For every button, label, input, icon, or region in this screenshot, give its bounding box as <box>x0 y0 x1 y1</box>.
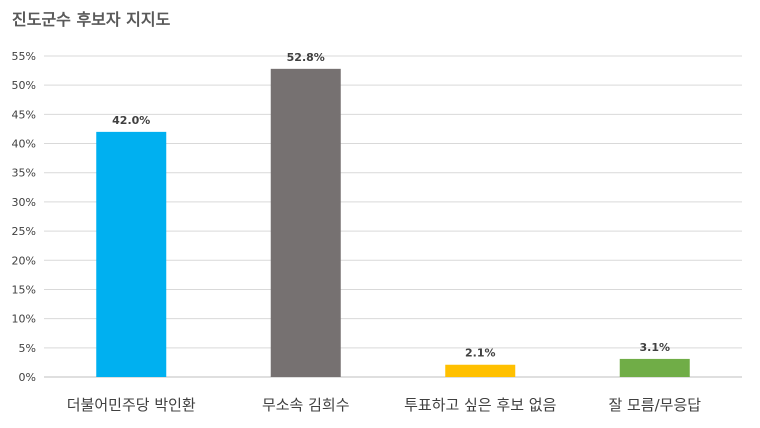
data-label: 3.1% <box>639 341 670 354</box>
category-label: 투표하고 싶은 후보 없음 <box>404 396 556 414</box>
chart-title: 진도군수 후보자 지지도 <box>12 10 171 29</box>
y-tick-label: 5% <box>19 342 36 355</box>
y-tick-label: 20% <box>12 254 36 267</box>
y-tick-label: 35% <box>12 167 36 180</box>
bar <box>96 131 167 377</box>
y-tick-label: 30% <box>12 196 36 209</box>
y-tick-label: 50% <box>12 79 36 92</box>
y-tick-label: 0% <box>19 371 36 384</box>
category-label: 더불어민주당 박인환 <box>67 396 196 414</box>
data-label: 42.0% <box>112 114 150 127</box>
y-tick-label: 15% <box>12 283 36 296</box>
y-tick-label: 45% <box>12 108 36 121</box>
y-tick-label: 25% <box>12 225 36 238</box>
category-label: 잘 모름/무응답 <box>608 396 701 414</box>
category-label: 무소속 김희수 <box>262 396 350 414</box>
y-tick-label: 55% <box>12 50 36 63</box>
data-label: 52.8% <box>287 51 325 64</box>
bar <box>270 68 341 377</box>
bar <box>619 358 690 377</box>
y-tick-label: 40% <box>12 138 36 151</box>
data-label: 2.1% <box>465 347 496 360</box>
y-tick-label: 10% <box>12 313 36 326</box>
bar <box>445 364 516 377</box>
